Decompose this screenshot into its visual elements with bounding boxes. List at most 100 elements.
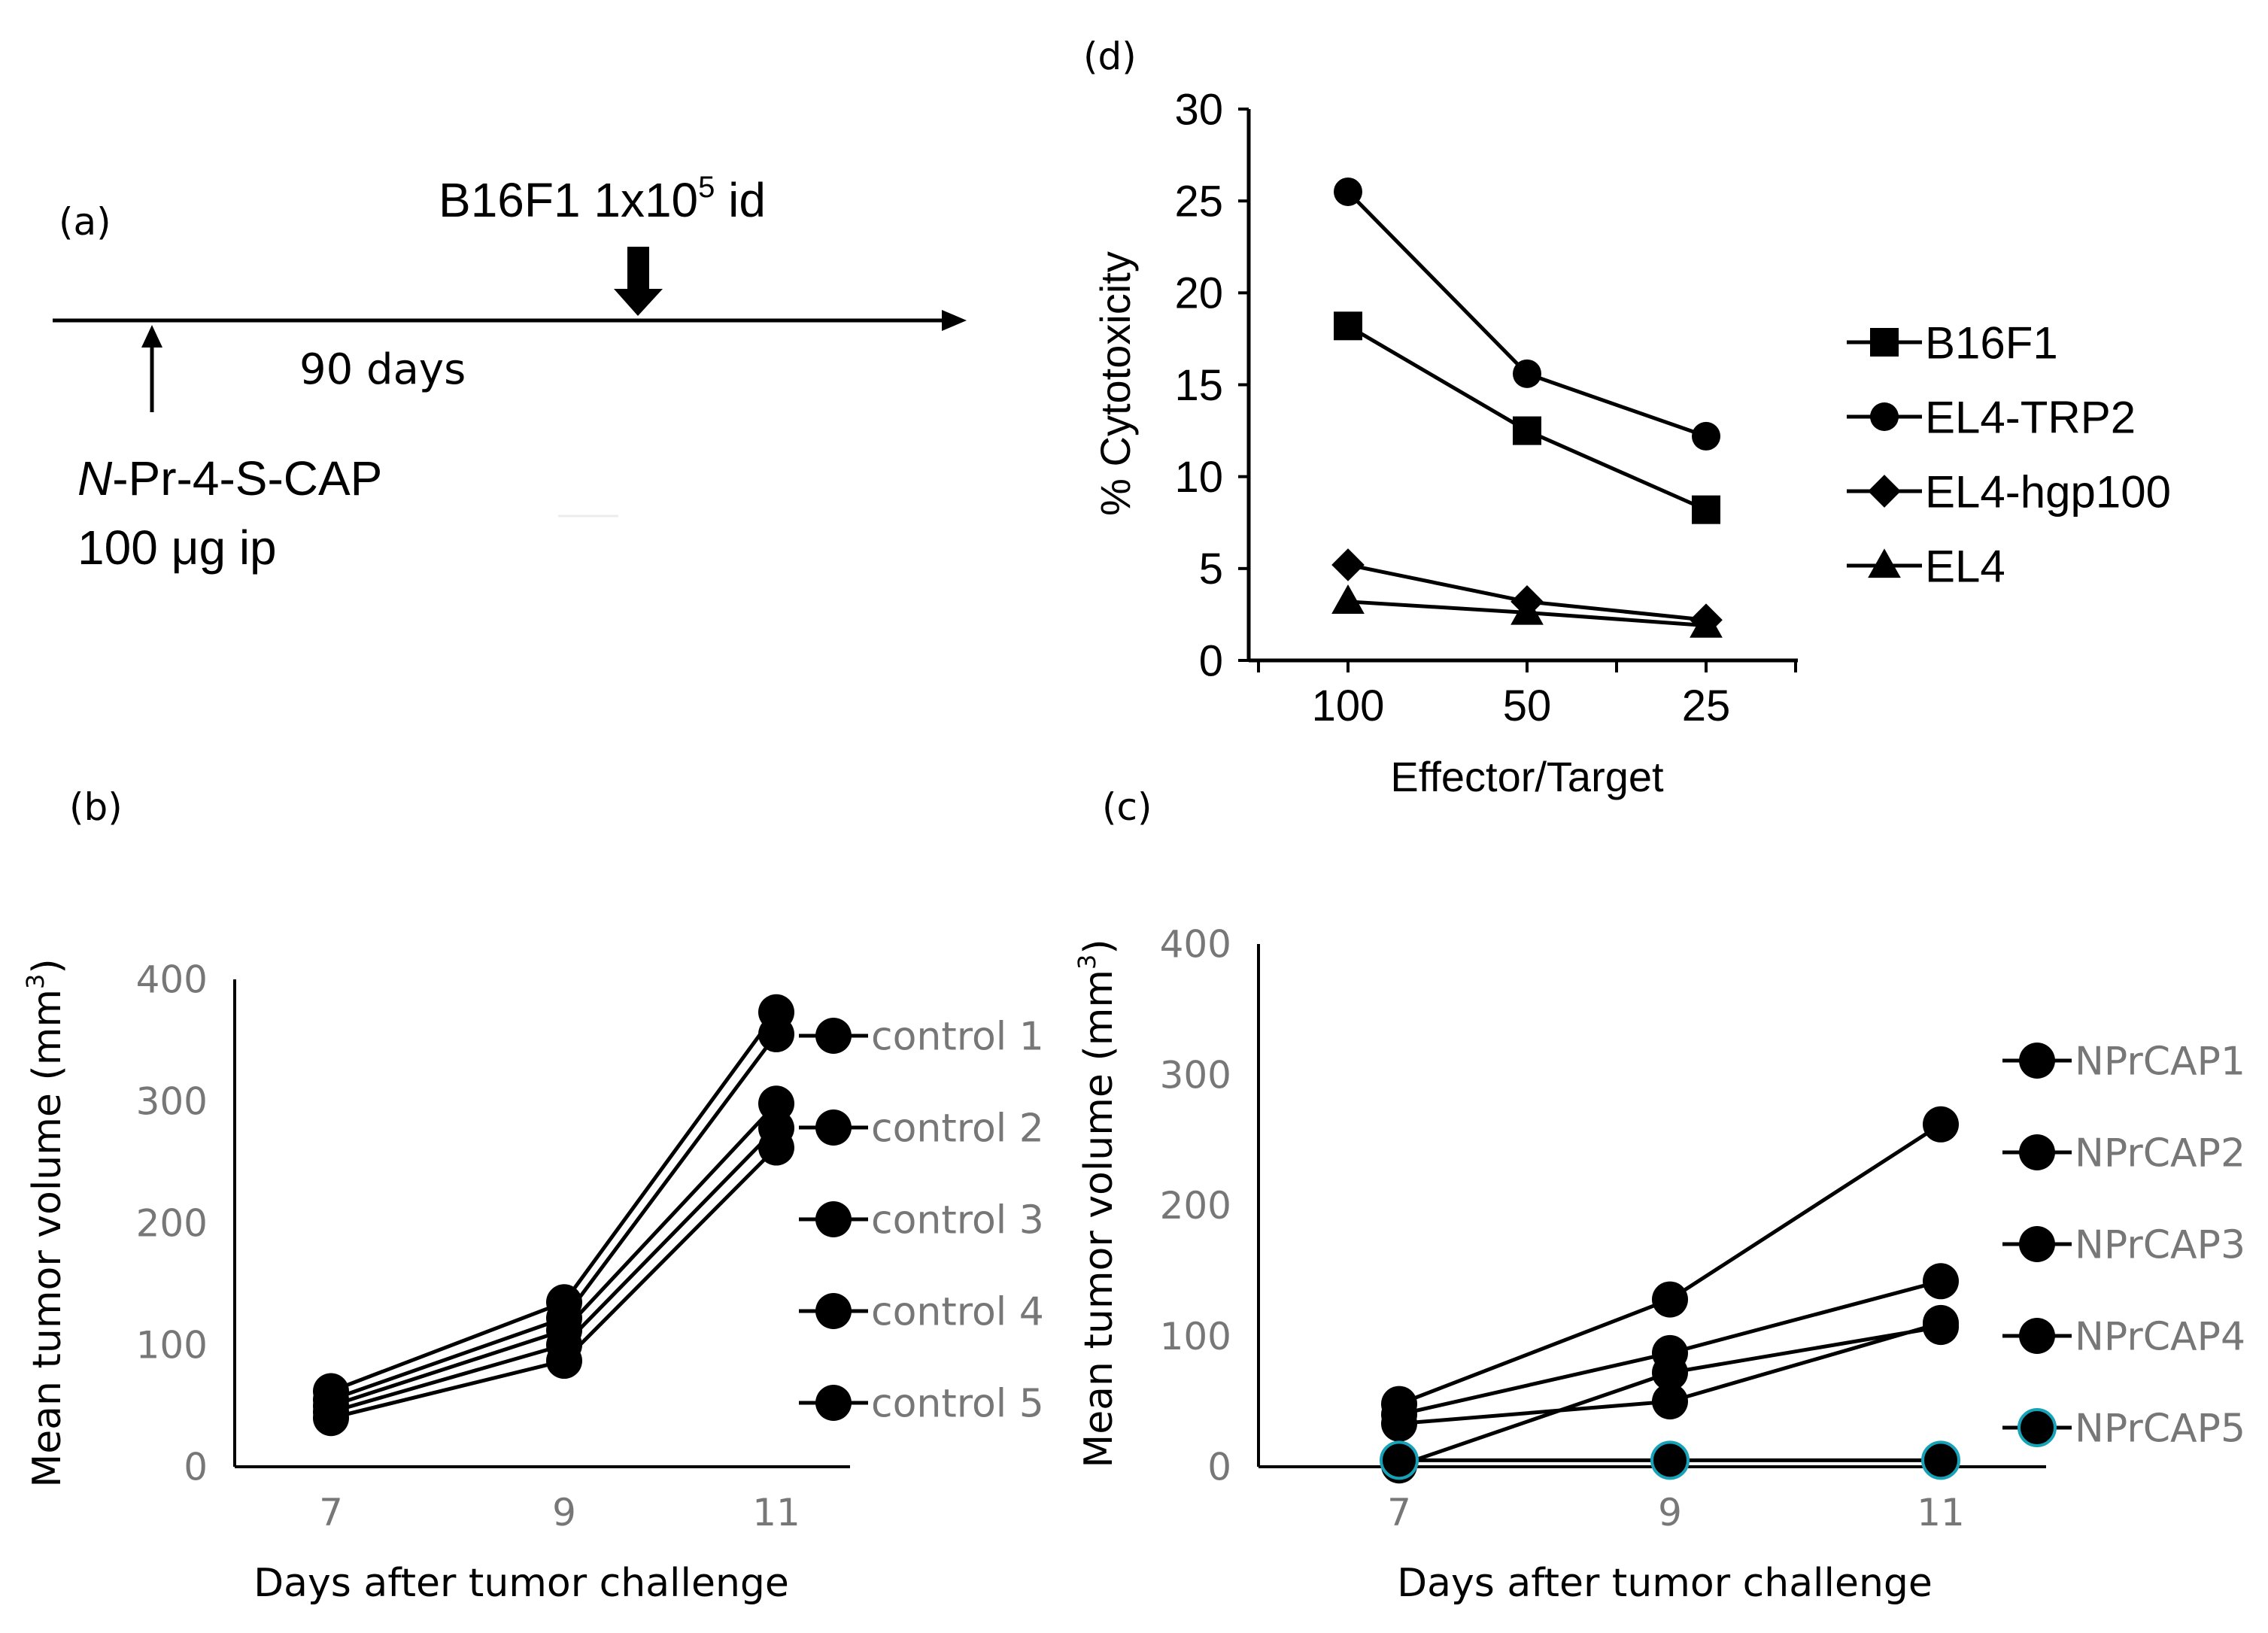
drug-label: N-Pr-4-S-CAP bbox=[77, 451, 382, 505]
c-legend: NPrCAP1 NPrCAP2 NPrCAP3 NPrCAP4 NPrCAP5 bbox=[2002, 1040, 2245, 1452]
d-y-tick-label: 10 bbox=[1174, 453, 1223, 502]
c-legend-marker bbox=[2019, 1318, 2055, 1354]
d-point-el4-trp2 bbox=[1334, 177, 1362, 206]
panel-c: (c) 0 100 200 300 400 7 9 11 Mean tumor volume… bbox=[1073, 785, 2245, 1606]
b-legend-label: control 1 bbox=[871, 1015, 1044, 1060]
d-point-b16f1 bbox=[1334, 311, 1362, 341]
c-legend-label: NPrCAP4 bbox=[2075, 1315, 2245, 1360]
c-legend-item-nprcap2: NPrCAP2 bbox=[2002, 1131, 2245, 1176]
b-legend: control 1 control 2 control 3 control 4 cont… bbox=[799, 1015, 1044, 1427]
c-y-axis-label: Mean tumor volume (mm3) bbox=[1073, 939, 1122, 1468]
b-legend-item-control-4: control 4 bbox=[799, 1290, 1044, 1335]
d-y-tick-label: 20 bbox=[1174, 269, 1223, 318]
b-legend-item-control-3: control 3 bbox=[799, 1198, 1044, 1243]
c-point-nprcap1 bbox=[1652, 1281, 1688, 1318]
d-legend-marker bbox=[1868, 548, 1901, 578]
d-x-ticks: 100 50 25 bbox=[1257, 660, 1797, 730]
c-legend-marker bbox=[2019, 1134, 2055, 1170]
d-y-tick-label: 0 bbox=[1199, 636, 1223, 685]
c-x-axis-label: Days after tumor challenge bbox=[1397, 1561, 1933, 1606]
d-x-tick-label: 25 bbox=[1682, 681, 1731, 730]
challenge-arrow-shaft bbox=[627, 247, 649, 292]
challenge-arrow-head bbox=[614, 289, 663, 316]
b-legend-label: control 2 bbox=[871, 1106, 1044, 1152]
d-legend-label: EL4-hgp100 bbox=[1925, 467, 2171, 518]
d-x-tick-label: 50 bbox=[1503, 681, 1552, 730]
d-x-tick-label: 100 bbox=[1312, 681, 1385, 730]
c-point-nprcap3 bbox=[1652, 1383, 1688, 1420]
c-x-tick-label: 7 bbox=[1387, 1491, 1411, 1534]
c-x-tick-label: 9 bbox=[1658, 1491, 1682, 1534]
d-legend-marker bbox=[1870, 402, 1899, 431]
c-legend-marker bbox=[2019, 1226, 2055, 1262]
event-label: B16F1 1x105 id bbox=[439, 171, 766, 227]
c-legend-marker bbox=[2018, 1408, 2057, 1447]
d-legend-item-el4-hgp100: EL4-hgp100 bbox=[1847, 467, 2171, 518]
b-point-control-5 bbox=[546, 1343, 582, 1380]
c-point-nprcap4 bbox=[1923, 1309, 1959, 1346]
d-legend-label: EL4 bbox=[1925, 542, 2005, 592]
d-point-b16f1 bbox=[1513, 416, 1541, 445]
b-legend-marker bbox=[815, 1293, 852, 1329]
c-legend-marker bbox=[2019, 1043, 2055, 1079]
d-point-el4-trp2 bbox=[1692, 421, 1720, 451]
panel-a-label: (a) bbox=[59, 200, 111, 244]
c-legend-label: NPrCAP1 bbox=[2075, 1040, 2245, 1085]
b-legend-marker bbox=[815, 1109, 852, 1146]
d-point-el4 bbox=[1331, 584, 1365, 614]
b-y-tick-label: 100 bbox=[136, 1324, 208, 1367]
b-y-tick-label: 0 bbox=[184, 1446, 208, 1489]
d-series-el4-trp2 bbox=[1334, 177, 1720, 451]
d-point-el4 bbox=[1510, 595, 1544, 625]
d-legend-item-b16f1: B16F1 bbox=[1847, 318, 2058, 369]
panel-b-label: (b) bbox=[69, 785, 123, 829]
panel-a: (a) B16F1 1x105 id 90 days N-Pr-4-S-CAP … bbox=[53, 171, 967, 575]
c-series-group bbox=[1380, 1106, 1960, 1484]
c-point-nprcap1 bbox=[1923, 1106, 1959, 1143]
treatment-arrow-head bbox=[141, 325, 162, 348]
c-y-ticks: 0 100 200 300 400 bbox=[1160, 923, 1231, 1489]
b-series-control-5 bbox=[313, 1129, 794, 1437]
d-x-axis-label: Effector/Target bbox=[1390, 753, 1664, 800]
b-x-ticks: 7 9 11 bbox=[319, 1491, 800, 1534]
c-point-nprcap5 bbox=[1380, 1440, 1419, 1480]
b-y-ticks: 0 100 200 300 400 bbox=[136, 958, 208, 1489]
c-y-tick-label: 200 bbox=[1160, 1184, 1231, 1228]
b-point-control-5 bbox=[758, 1129, 794, 1166]
c-point-nprcap4 bbox=[1652, 1354, 1688, 1391]
c-y-tick-label: 400 bbox=[1160, 923, 1231, 967]
c-point-nprcap5 bbox=[1650, 1440, 1690, 1480]
d-y-tick-label: 30 bbox=[1174, 85, 1223, 134]
b-point-control-2 bbox=[758, 1015, 794, 1052]
b-x-axis-label: Days after tumor challenge bbox=[254, 1561, 789, 1606]
c-point-nprcap3 bbox=[1381, 1405, 1417, 1442]
c-legend-item-nprcap5: NPrCAP5 bbox=[2002, 1407, 2245, 1452]
c-legend-label: NPrCAP2 bbox=[2075, 1131, 2245, 1176]
b-legend-item-control-5: control 5 bbox=[799, 1382, 1044, 1427]
d-y-ticks: 0 5 10 15 20 25 30 bbox=[1174, 85, 1249, 685]
timeline-arrowhead bbox=[942, 310, 967, 331]
c-legend-item-nprcap3: NPrCAP3 bbox=[2002, 1223, 2245, 1268]
c-y-tick-label: 100 bbox=[1160, 1315, 1231, 1358]
b-x-tick-label: 7 bbox=[319, 1491, 343, 1534]
c-point-nprcap5 bbox=[1921, 1440, 1960, 1480]
d-series-group bbox=[1331, 177, 1723, 638]
c-legend-label: NPrCAP5 bbox=[2075, 1407, 2245, 1452]
c-y-tick-label: 300 bbox=[1160, 1053, 1231, 1097]
d-legend-item-el4: EL4 bbox=[1847, 542, 2005, 592]
b-legend-marker bbox=[815, 1201, 852, 1237]
d-series-el4 bbox=[1331, 584, 1723, 638]
b-y-tick-label: 300 bbox=[136, 1080, 208, 1124]
d-y-tick-label: 15 bbox=[1174, 361, 1223, 410]
c-legend-item-nprcap4: NPrCAP4 bbox=[2002, 1315, 2245, 1360]
c-point-nprcap2 bbox=[1923, 1263, 1959, 1300]
panel-c-label: (c) bbox=[1102, 785, 1152, 829]
d-legend-item-el4-trp2: EL4-TRP2 bbox=[1847, 393, 2136, 443]
d-y-tick-label: 25 bbox=[1174, 177, 1223, 226]
panel-b: (b) 0 100 200 300 400 7 9 11 Mean tumor volume… bbox=[21, 785, 1044, 1606]
b-legend-label: control 5 bbox=[871, 1382, 1044, 1427]
d-legend: B16F1 EL4-TRP2 EL4-hgp100 EL4 bbox=[1847, 318, 2171, 592]
panel-d-label: (d) bbox=[1083, 35, 1137, 78]
interval-label: 90 days bbox=[299, 345, 466, 394]
